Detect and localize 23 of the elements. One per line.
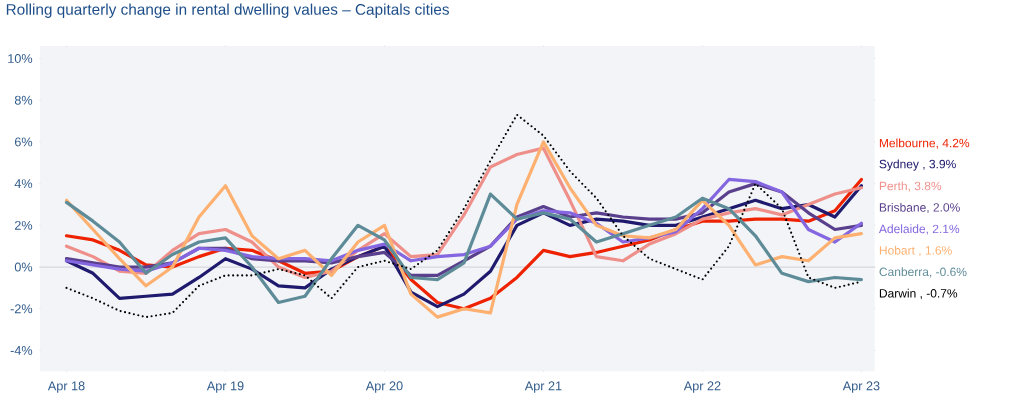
series-label: Brisbane, 2.0% (879, 202, 960, 214)
x-tick-label: Apr 23 (842, 381, 880, 393)
y-tick-label: -4% (10, 346, 33, 355)
series-label: Adelaide, 2.1% (878, 224, 960, 235)
x-tick-label: Apr 19 (206, 381, 244, 393)
text: Melbourne, 4.2% (879, 138, 970, 149)
x-tick-label: Apr 18 (47, 381, 85, 393)
series-label: Hobart , 1.6% (879, 245, 952, 257)
y-tick-label: 4% (14, 179, 33, 189)
series-label: Perth, 3.8% (879, 181, 942, 192)
y-tick-label: 8% (14, 95, 33, 105)
x-tick-label: Apr 21 (524, 381, 562, 393)
y-tick-label: -2% (10, 304, 33, 314)
x-tick-label: Apr 20 (365, 381, 403, 393)
x-tick-label: Apr 22 (683, 381, 721, 393)
series-label: Sydney , 3.9% (879, 159, 956, 171)
y-tick-label: 6% (14, 137, 33, 147)
series-label: Canberra, -0.6% (879, 267, 967, 278)
y-tick-label: 2% (14, 220, 33, 230)
chart-title: Rolling quarterly change in rental dwelling values – Capitals cities (6, 3, 449, 18)
series-label: Darwin , -0.7% (879, 288, 958, 299)
y-tick-label: 0% (14, 262, 33, 272)
y-tick-label: 10% (8, 54, 33, 63)
